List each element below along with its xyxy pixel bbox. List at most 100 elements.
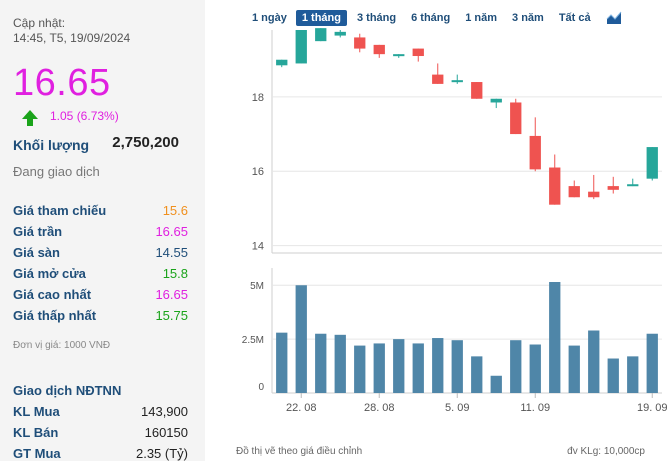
row-value: 15.8 bbox=[162, 266, 188, 281]
x-tick-label: 19. 09 bbox=[637, 402, 667, 414]
row-label: Giá thấp nhất bbox=[13, 308, 97, 323]
row-value: 15.6 bbox=[162, 203, 188, 218]
area-chart-icon[interactable] bbox=[605, 11, 622, 25]
candle-body bbox=[510, 102, 522, 135]
time-range-tabs: 1 ngày 1 tháng 3 tháng 6 tháng 1 năm 3 n… bbox=[252, 10, 622, 26]
price-row-reference: Giá tham chiếu 15.6 bbox=[13, 203, 188, 218]
volume-bar bbox=[373, 343, 385, 393]
volume-bar bbox=[471, 356, 483, 393]
price-tick-label: 14 bbox=[252, 241, 264, 253]
tab-1-month[interactable]: 1 tháng bbox=[295, 10, 347, 26]
price-change: 1.05 (6.73%) bbox=[50, 109, 119, 123]
volume-tick-label: 2.5M bbox=[242, 335, 264, 346]
candle-body bbox=[646, 147, 658, 179]
row-value: 2.35 (Tỷ) bbox=[135, 446, 188, 461]
price-tick-label: 16 bbox=[252, 166, 264, 178]
row-label: Giá mở cửa bbox=[13, 266, 86, 281]
price-row-open: Giá mở cửa 15.8 bbox=[13, 266, 188, 281]
candle-body bbox=[607, 186, 619, 190]
volume-bar bbox=[393, 339, 405, 393]
candle-body bbox=[412, 48, 424, 57]
row-label: Giá cao nhất bbox=[13, 287, 92, 302]
row-label: KL Mua bbox=[13, 404, 60, 419]
updated-time: 14:45, T5, 19/09/2024 bbox=[13, 31, 131, 45]
volume-bar bbox=[646, 333, 658, 393]
updated-label: Cập nhật: bbox=[13, 16, 66, 30]
volume-unit-note: đv KLg: 10,000cp bbox=[567, 446, 645, 457]
row-value: 160150 bbox=[144, 425, 188, 440]
tab-1-day[interactable]: 1 ngày bbox=[252, 12, 287, 24]
foreign-row-buy-volume: KL Mua 143,900 bbox=[13, 404, 188, 419]
row-label: KL Bán bbox=[13, 425, 59, 440]
trading-status: Đang giao dịch bbox=[13, 164, 100, 179]
tab-1-year[interactable]: 1 năm bbox=[465, 12, 498, 24]
volume-bar bbox=[510, 340, 522, 393]
update-timestamp: Cập nhật: 14:45, T5, 19/09/2024 bbox=[13, 16, 130, 46]
candle-body bbox=[354, 37, 366, 49]
candle-body bbox=[568, 186, 580, 198]
price-row-low: Giá thấp nhất 15.75 bbox=[13, 308, 188, 323]
tab-3-years[interactable]: 3 năm bbox=[512, 12, 544, 24]
tab-6-months[interactable]: 6 tháng bbox=[411, 12, 451, 24]
candle-body bbox=[471, 82, 483, 99]
candle-body bbox=[549, 167, 561, 205]
row-label: Giá trần bbox=[13, 224, 63, 239]
candle-body bbox=[334, 31, 346, 36]
row-value: 143,900 bbox=[141, 404, 188, 419]
candle-body bbox=[373, 44, 385, 55]
x-tick-label: 5. 09 bbox=[445, 402, 469, 414]
volume-bar bbox=[568, 345, 580, 393]
foreign-row-buy-value: GT Mua 2.35 (Tỷ) bbox=[13, 446, 188, 461]
candle-body bbox=[588, 191, 600, 198]
adjusted-price-note: Đồ thị vẽ theo giá điều chỉnh bbox=[236, 446, 363, 457]
tab-all[interactable]: Tất cả bbox=[558, 12, 591, 24]
volume-bar bbox=[529, 344, 541, 393]
volume-bar bbox=[607, 358, 619, 393]
volume-bar bbox=[627, 356, 639, 393]
price-row-ceiling: Giá trần 16.65 bbox=[13, 224, 188, 239]
candle-body bbox=[276, 59, 288, 66]
tab-3-months[interactable]: 3 tháng bbox=[356, 12, 397, 24]
row-label: Giá tham chiếu bbox=[13, 203, 107, 218]
foreign-trade-title: Giao dịch NĐTNN bbox=[13, 383, 122, 398]
candle-body bbox=[529, 135, 541, 170]
candle-body bbox=[432, 74, 444, 84]
price-tick-label: 18 bbox=[252, 92, 264, 104]
volume-value: 2,750,200 bbox=[112, 134, 179, 151]
volume-tick-label: 5M bbox=[250, 281, 264, 292]
up-arrow-icon bbox=[22, 109, 38, 126]
row-value: 15.75 bbox=[155, 308, 188, 323]
volume-bar bbox=[588, 330, 600, 393]
volume-bar bbox=[295, 285, 307, 393]
candle-body bbox=[295, 30, 307, 64]
candle-body bbox=[393, 54, 405, 57]
row-value: 16.65 bbox=[155, 224, 188, 239]
volume-bar bbox=[490, 375, 502, 393]
candle-body bbox=[490, 98, 502, 103]
volume-bar bbox=[334, 334, 346, 393]
volume-bar bbox=[315, 333, 327, 393]
row-value: 14.55 bbox=[155, 245, 188, 260]
volume-bar bbox=[354, 345, 366, 393]
candle-body bbox=[451, 80, 463, 83]
row-label: Giá sàn bbox=[13, 245, 60, 260]
price-row-high: Giá cao nhất 16.65 bbox=[13, 287, 188, 302]
volume-label: Khối lượng bbox=[13, 137, 90, 153]
volume-bar bbox=[432, 338, 444, 393]
volume-bar bbox=[549, 282, 561, 393]
volume-tick-label: 0 bbox=[258, 382, 264, 393]
price-change-row: 1.05 (6.73%) bbox=[22, 109, 119, 126]
x-tick-label: 22. 08 bbox=[286, 402, 317, 414]
x-tick-label: 11. 09 bbox=[520, 402, 550, 414]
volume-bar bbox=[276, 332, 288, 393]
volume-bar bbox=[412, 343, 424, 393]
stock-info-panel: Cập nhật: 14:45, T5, 19/09/2024 16.65 1.… bbox=[0, 0, 205, 461]
price-row-floor: Giá sàn 14.55 bbox=[13, 245, 188, 260]
x-tick-label: 28. 08 bbox=[364, 402, 395, 414]
row-value: 16.65 bbox=[155, 287, 188, 302]
volume-bar bbox=[451, 340, 463, 393]
candle-body bbox=[315, 28, 327, 42]
candle-body bbox=[627, 184, 639, 187]
foreign-row-sell-volume: KL Bán 160150 bbox=[13, 425, 188, 440]
